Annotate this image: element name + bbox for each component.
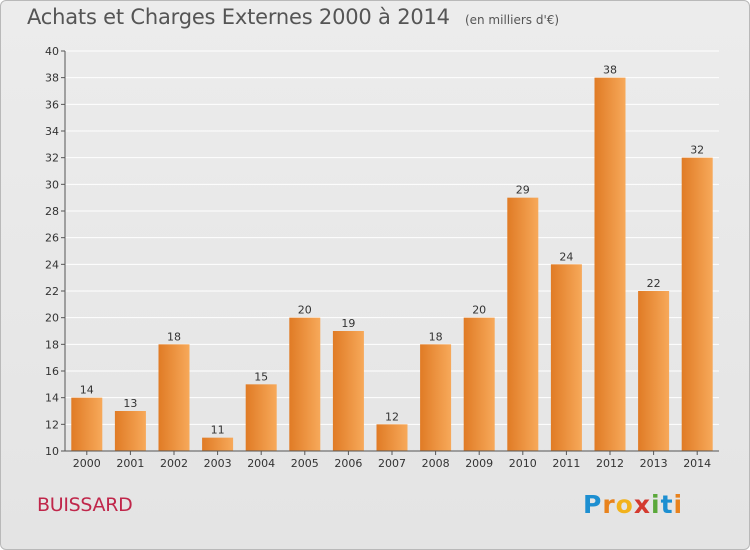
bar-value-label: 29	[516, 184, 530, 197]
bar	[376, 424, 408, 451]
logo-letter: i	[651, 490, 661, 519]
logo-letter: x	[633, 490, 651, 519]
bar-value-label: 20	[298, 304, 312, 317]
x-tick-label: 2014	[683, 457, 711, 470]
y-tick-label: 28	[45, 205, 59, 218]
bar	[289, 317, 321, 451]
bar-value-label: 12	[385, 410, 399, 423]
bar	[245, 384, 277, 451]
y-tick-label: 36	[45, 98, 59, 111]
x-tick-label: 2012	[596, 457, 624, 470]
x-tick-label: 2007	[378, 457, 406, 470]
x-tick-label: 2013	[640, 457, 668, 470]
y-tick-label: 16	[45, 365, 59, 378]
y-tick-label: 34	[45, 125, 59, 138]
x-tick-label: 2009	[465, 457, 493, 470]
bar-value-label: 22	[647, 277, 661, 290]
place-name: BUISSARD	[37, 494, 133, 516]
bar-value-label: 14	[80, 384, 94, 397]
bar-value-label: 11	[211, 424, 225, 437]
bar	[463, 317, 495, 451]
logo-letter: i	[673, 490, 684, 519]
bar-value-label: 13	[123, 397, 137, 410]
x-tick-label: 2000	[73, 457, 101, 470]
x-tick-label: 2005	[291, 457, 319, 470]
bar	[71, 397, 103, 451]
y-tick-label: 24	[45, 258, 59, 271]
x-tick-label: 2004	[247, 457, 275, 470]
y-tick-label: 10	[45, 445, 59, 458]
bar-value-label: 20	[472, 304, 486, 317]
bar	[158, 344, 190, 451]
bar-layer: 14 13 18 11 15 20 19 12 18 20 29 24 38 22 32	[71, 64, 713, 452]
x-tick-label: 2006	[334, 457, 362, 470]
logo-letter: P	[583, 490, 603, 519]
bar-value-label: 15	[254, 370, 268, 383]
bar	[638, 291, 670, 451]
bar	[681, 157, 713, 451]
x-tick-label: 2010	[509, 457, 537, 470]
x-tick-label: 2003	[204, 457, 232, 470]
x-tick-label: 2011	[552, 457, 580, 470]
x-tick-label: 2008	[422, 457, 450, 470]
bar-value-label: 32	[690, 144, 704, 157]
bar-value-label: 38	[603, 64, 617, 77]
y-tick-label: 20	[45, 312, 59, 325]
y-tick-label: 22	[45, 285, 59, 298]
y-tick-label: 30	[45, 178, 59, 191]
y-tick-label: 40	[45, 45, 59, 58]
y-tick-label: 14	[45, 392, 59, 405]
logo-letter: t	[660, 490, 674, 519]
bar-value-label: 18	[429, 330, 443, 343]
y-tick-label: 32	[45, 152, 59, 165]
chart-subtitle: (en milliers d'€)	[464, 13, 560, 27]
bar	[594, 77, 626, 452]
bar-value-label: 19	[341, 317, 355, 330]
bar-value-label: 24	[559, 250, 573, 263]
y-tick-label: 18	[45, 338, 59, 351]
y-tick-label: 38	[45, 72, 59, 85]
proxiti-logo: Proxiti	[583, 490, 683, 519]
logo-letter: r	[602, 490, 616, 519]
bar	[114, 411, 146, 451]
logo-letter: o	[615, 490, 634, 519]
bar	[550, 264, 582, 451]
bar	[332, 331, 364, 451]
bar	[507, 197, 539, 451]
bar	[202, 437, 234, 451]
y-tick-label: 12	[45, 418, 59, 431]
x-tick-label: 2002	[160, 457, 188, 470]
x-tick-label: 2001	[116, 457, 144, 470]
bar-value-label: 18	[167, 330, 181, 343]
bar	[420, 344, 452, 451]
y-tick-label: 26	[45, 232, 59, 245]
chart-title: Achats et Charges Externes 2000 à 2014	[27, 5, 450, 29]
axis-layer: 10 12 14 16 18 20 22 24 26 28 30 32 34 36 38 40 2000 2001…	[45, 45, 719, 470]
title-row: Achats et Charges Externes 2000 à 2014 (…	[27, 5, 559, 29]
